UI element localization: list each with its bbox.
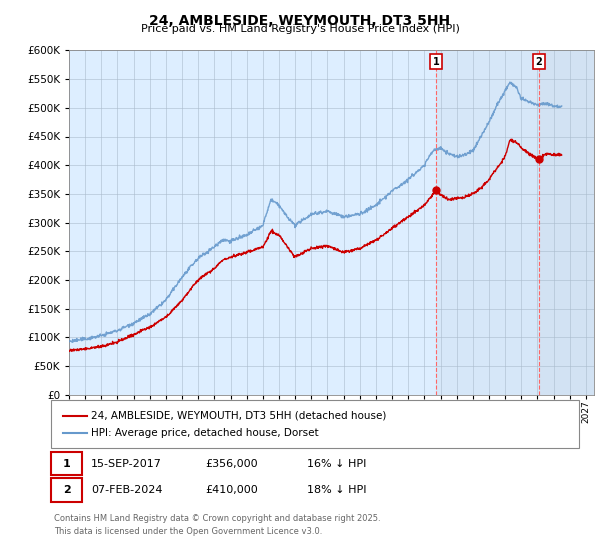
Text: £410,000: £410,000 (205, 485, 258, 495)
Text: £356,000: £356,000 (205, 459, 258, 469)
Bar (539, 50, 594, 395)
Text: 1: 1 (433, 57, 439, 67)
Text: 16% ↓ HPI: 16% ↓ HPI (307, 459, 367, 469)
Text: 24, AMBLESIDE, WEYMOUTH, DT3 5HH: 24, AMBLESIDE, WEYMOUTH, DT3 5HH (149, 14, 451, 28)
Text: 1: 1 (63, 459, 70, 469)
Text: Contains HM Land Registry data © Crown copyright and database right 2025.
This d: Contains HM Land Registry data © Crown c… (54, 514, 380, 535)
Bar (436, 50, 539, 395)
Text: HPI: Average price, detached house, Dorset: HPI: Average price, detached house, Dors… (91, 428, 319, 438)
Text: 18% ↓ HPI: 18% ↓ HPI (307, 485, 367, 495)
Text: 07-FEB-2024: 07-FEB-2024 (91, 485, 163, 495)
Text: Price paid vs. HM Land Registry's House Price Index (HPI): Price paid vs. HM Land Registry's House … (140, 24, 460, 34)
Text: 15-SEP-2017: 15-SEP-2017 (91, 459, 162, 469)
Text: 24, AMBLESIDE, WEYMOUTH, DT3 5HH (detached house): 24, AMBLESIDE, WEYMOUTH, DT3 5HH (detach… (91, 411, 386, 421)
Text: 2: 2 (63, 485, 70, 495)
Text: 2: 2 (536, 57, 542, 67)
